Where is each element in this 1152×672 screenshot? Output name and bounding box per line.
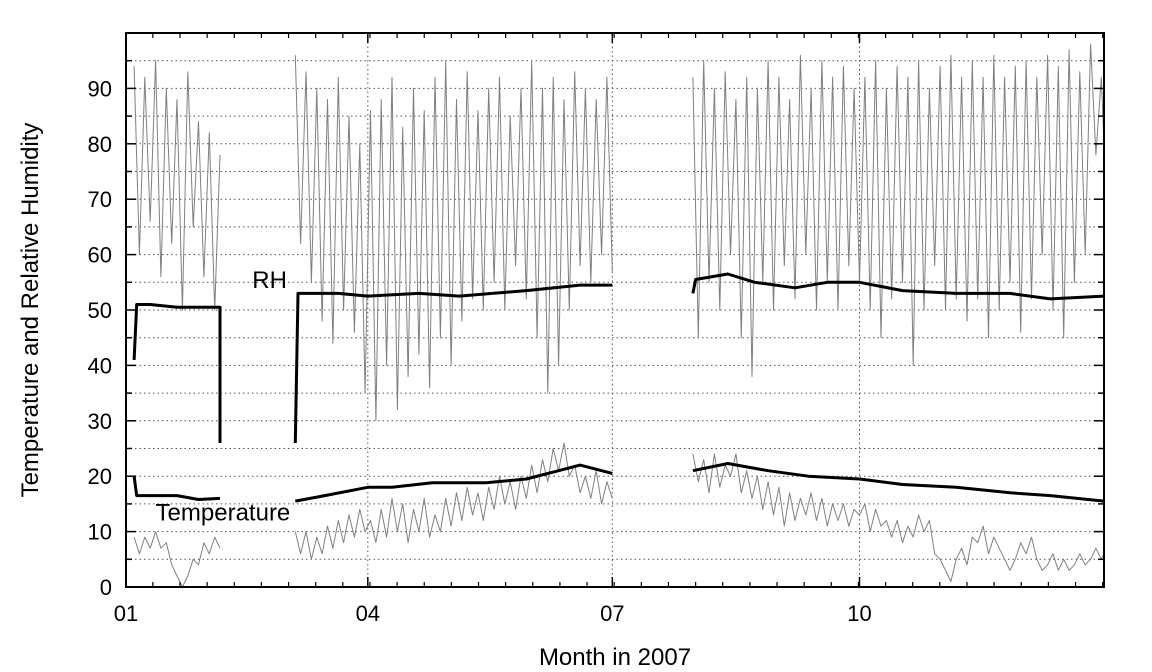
x-tick-label: 01 (114, 601, 138, 626)
gridlines (126, 33, 1104, 587)
y-tick-label: 80 (88, 132, 112, 157)
annotation-label: Temperature (156, 500, 291, 527)
series-layer (132, 43, 1105, 588)
y-tick-label: 40 (88, 353, 112, 378)
y-tick-label: 60 (88, 243, 112, 268)
axis-ticks (125, 32, 1104, 588)
rh-raw-line (133, 43, 1105, 422)
temperature-raw-line (133, 442, 1105, 588)
y-tick-label: 10 (88, 520, 112, 545)
y-tick-label: 50 (88, 298, 112, 323)
y-tick-label: 20 (88, 464, 112, 489)
y-tick-label: 90 (88, 76, 112, 101)
annotation-label: RH (252, 267, 287, 294)
x-tick-label: 04 (356, 601, 380, 626)
temperature-daily-mean-line (132, 462, 1105, 503)
y-tick-label: 70 (88, 187, 112, 212)
x-axis-title: Month in 2007 (539, 644, 691, 671)
rh-daily-mean-line (132, 272, 1105, 444)
x-tick-label: 10 (847, 601, 871, 626)
tick-labels: 0 10 20 30 40 50 60 70 80 90 01 04 07 10 (88, 76, 872, 626)
y-axis-title: Temperature and Relative Humidity (17, 123, 44, 498)
y-tick-label: 30 (88, 409, 112, 434)
y-tick-label: 0 (100, 575, 112, 600)
annotations: RH Temperature (156, 267, 291, 527)
x-tick-label: 07 (600, 601, 624, 626)
